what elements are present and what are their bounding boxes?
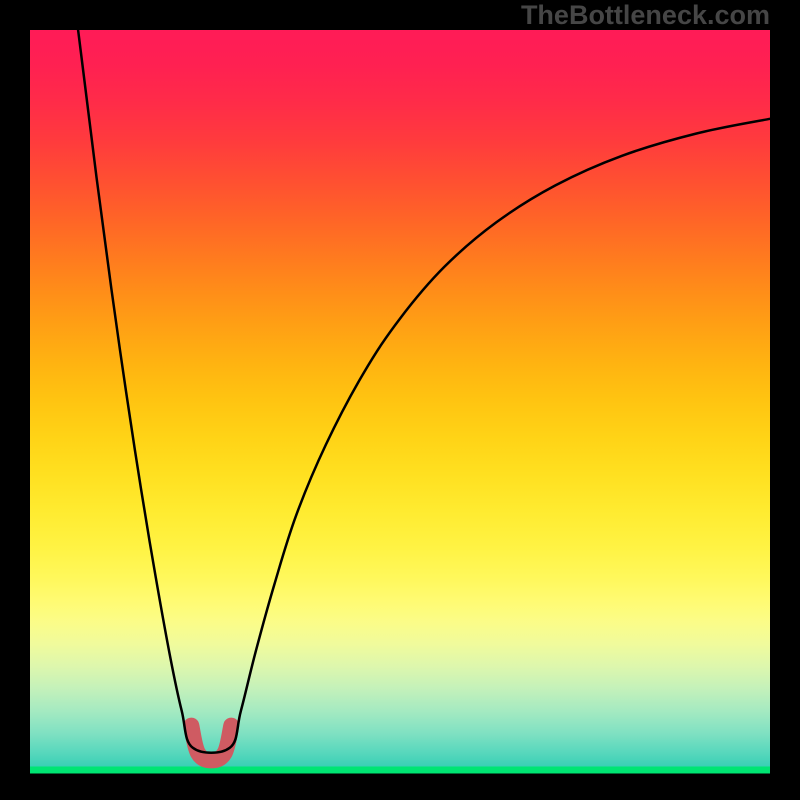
chart-svg: [30, 30, 770, 770]
plot-area: [30, 30, 770, 770]
watermark-text: TheBottleneck.com: [521, 0, 770, 31]
gradient-background: [30, 30, 770, 770]
chart-frame: TheBottleneck.com: [0, 0, 800, 800]
